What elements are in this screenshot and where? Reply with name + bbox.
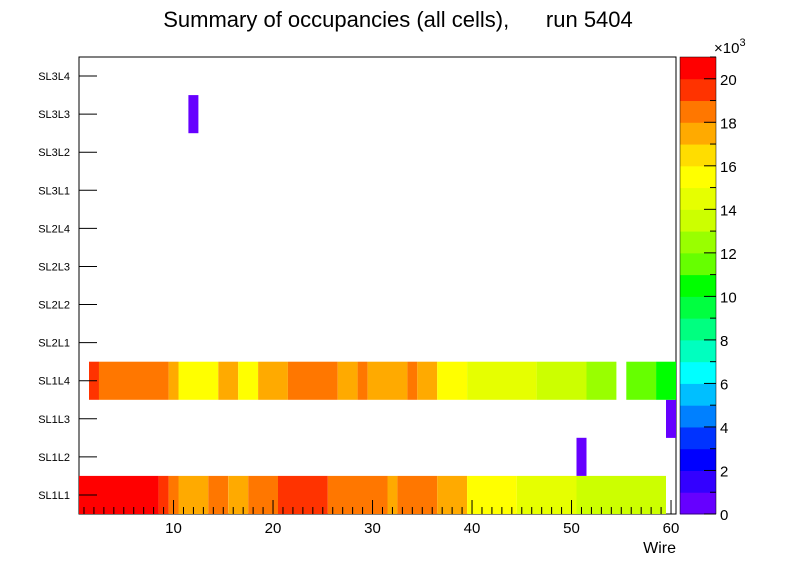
heatmap-cell: [168, 361, 179, 400]
colorbar-tick-label: 4: [720, 420, 728, 437]
heatmap-cell: [417, 361, 438, 400]
chart-title: Summary of occupancies (all cells), run …: [163, 7, 633, 32]
colorbar-band: [680, 405, 716, 428]
heatmap-cell: [158, 475, 169, 514]
x-tick-label: 50: [563, 520, 580, 537]
heatmap-cell: [337, 361, 358, 400]
heatmap-cell: [168, 475, 179, 514]
heatmap-cell: [516, 475, 577, 514]
heatmap-cell: [367, 361, 408, 400]
heatmap-cell: [238, 361, 259, 400]
colorbar-tick-label: 18: [720, 115, 737, 132]
heatmap-cell: [357, 361, 368, 400]
heatmap-cell: [586, 361, 617, 400]
y-axis: SL1L1 SL1L2 SL1L3 SL1L4 SL2L1 SL2L2 SL2L3 SL2L4…: [38, 71, 97, 502]
heatmap-cell: [407, 361, 418, 400]
colorbar-band: [680, 165, 716, 189]
heatmap-cell: [397, 475, 438, 514]
colorbar-band: [680, 252, 716, 276]
colorbar-tick-label: 8: [720, 333, 728, 350]
y-tick-label: SL2L1: [38, 338, 70, 350]
heatmap-cell: [467, 361, 537, 400]
colorbar-tick-label: 16: [720, 159, 737, 176]
colorbar-band: [680, 231, 716, 254]
colorbar-band: [680, 209, 716, 232]
colorbar-band: [680, 122, 716, 145]
heatmap-cell: [208, 475, 229, 514]
colorbar-band: [680, 448, 716, 471]
colorbar-band: [680, 339, 716, 363]
heatmap-cell: [178, 361, 219, 400]
y-tick-label: SL1L3: [38, 414, 70, 426]
heatmap-cell: [437, 361, 468, 400]
colorbar-band: [680, 492, 716, 515]
y-tick-label: SL1L2: [38, 452, 70, 464]
colorbar-tick-label: 10: [720, 289, 737, 306]
x-tick-label: 20: [265, 520, 282, 537]
heatmap-cell: [327, 475, 388, 514]
heatmap-cell: [188, 95, 199, 134]
colorbar-tick-label: 20: [720, 72, 737, 89]
y-tick-label: SL2L2: [38, 300, 70, 312]
heatmap-cell: [626, 361, 657, 400]
color-bar: 0 2 4 6 8 10 12 14 16 18 20: [679, 56, 737, 524]
y-tick-label: SL3L2: [38, 147, 70, 159]
y-tick-label: SL3L3: [38, 109, 70, 121]
y-tick-label: SL2L3: [38, 261, 70, 273]
colorbar-band: [680, 100, 716, 123]
heatmap-cell: [536, 361, 587, 400]
colorbar-band: [680, 144, 716, 167]
colorbar-tick-label: 0: [720, 507, 728, 524]
heatmap-cell: [287, 361, 338, 400]
colorbar-tick-label: 12: [720, 246, 737, 263]
x-tick-label: 30: [364, 520, 381, 537]
x-tick-label: 40: [464, 520, 481, 537]
colorbar-frame: [679, 56, 717, 515]
colorbar-tick-label: 2: [720, 463, 728, 480]
y-tick-label: SL1L1: [38, 490, 70, 502]
colorbar-band: [680, 57, 716, 80]
heatmap-cells: [79, 95, 676, 514]
colorbar-multiplier-exponent: 3: [739, 37, 745, 49]
heatmap-cell: [576, 437, 587, 476]
heatmap-cell: [656, 361, 676, 400]
colorbar-band: [680, 187, 716, 210]
colorbar-band: [680, 318, 716, 341]
heatmap-cell: [258, 361, 288, 400]
colorbar-tick-label: 6: [720, 376, 728, 393]
y-tick-label: SL3L1: [38, 185, 70, 197]
y-tick-label: SL3L4: [38, 71, 70, 83]
x-tick-label: 10: [165, 520, 182, 537]
heatmap-cell: [228, 475, 249, 514]
y-tick-label: SL2L4: [38, 223, 70, 235]
colorbar-band: [680, 78, 716, 102]
colorbar-multiplier-base: ×10: [714, 40, 739, 57]
heatmap-cell: [218, 361, 239, 400]
y-tick-label: SL1L4: [38, 376, 70, 388]
heatmap-cell: [387, 475, 398, 514]
x-tick-label: 60: [663, 520, 680, 537]
colorbar-band: [680, 470, 716, 493]
colorbar-band: [680, 426, 716, 450]
colorbar-multiplier: ×103: [714, 37, 746, 57]
colorbar-band: [680, 361, 716, 384]
colorbar-tick-label: 14: [720, 202, 737, 219]
colorbar-band: [680, 274, 716, 297]
x-axis: 10 20 30 40 50 60: [83, 500, 680, 537]
colorbar-band: [680, 296, 716, 319]
x-axis-title: Wire: [643, 540, 676, 557]
heatmap-cell: [666, 399, 676, 438]
heatmap-cell: [98, 361, 169, 400]
colorbar-band: [680, 383, 716, 406]
